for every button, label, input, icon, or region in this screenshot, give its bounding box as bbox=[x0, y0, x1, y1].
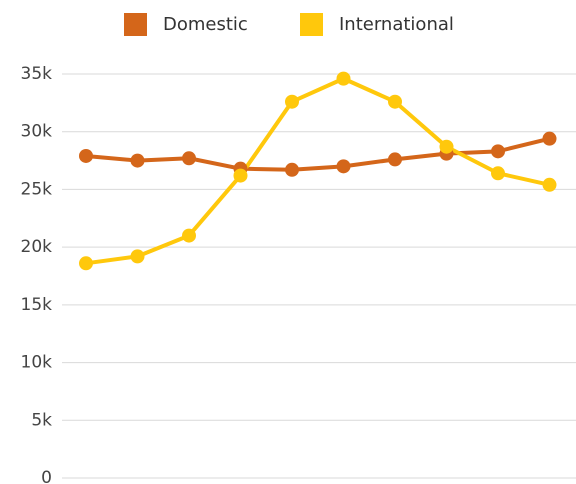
series-line bbox=[85, 136, 550, 172]
legend-swatch bbox=[300, 13, 323, 36]
y-tick-label: 5k bbox=[31, 410, 52, 430]
point bbox=[388, 152, 402, 167]
point bbox=[388, 94, 402, 109]
series-line bbox=[85, 76, 550, 266]
point bbox=[79, 148, 93, 163]
y-tick-label: 15k bbox=[21, 295, 53, 315]
point bbox=[130, 153, 145, 168]
point bbox=[491, 144, 505, 159]
point bbox=[182, 151, 196, 166]
point bbox=[285, 94, 299, 109]
point bbox=[285, 162, 299, 177]
legend-label: International bbox=[339, 14, 454, 35]
point bbox=[491, 166, 505, 181]
legend-swatch bbox=[124, 13, 147, 36]
y-tick-label: 10k bbox=[21, 353, 53, 373]
point bbox=[79, 256, 93, 271]
y-tick-label: 30k bbox=[21, 122, 53, 142]
y-tick-label: 20k bbox=[21, 237, 53, 257]
y-tick-label: 25k bbox=[21, 179, 53, 199]
point bbox=[439, 139, 454, 154]
y-tick-label: 0 bbox=[41, 468, 52, 484]
point bbox=[336, 71, 351, 86]
point bbox=[182, 228, 196, 243]
point bbox=[542, 131, 557, 146]
y-tick-label: 35k bbox=[21, 64, 53, 84]
point bbox=[233, 168, 248, 183]
legend-label: Domestic bbox=[163, 14, 248, 35]
point bbox=[130, 249, 145, 264]
point bbox=[336, 159, 351, 174]
point bbox=[542, 177, 557, 192]
